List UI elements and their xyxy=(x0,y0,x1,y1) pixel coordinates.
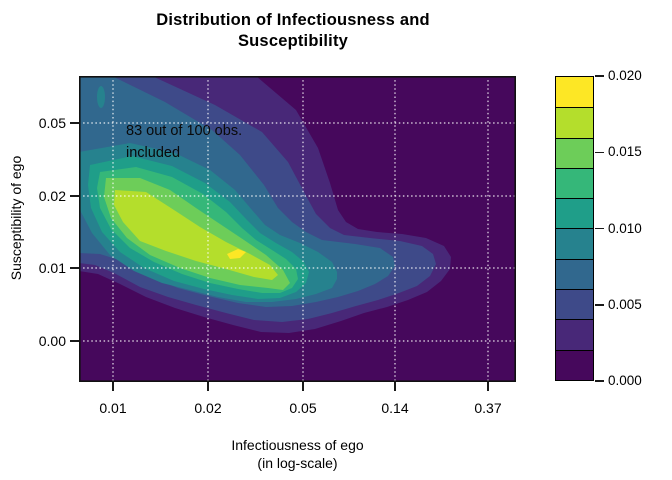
y-tick-label: 0.01 xyxy=(38,260,66,276)
legend-tick-label: 0.010 xyxy=(608,220,642,236)
x-tick-label: 0.37 xyxy=(474,400,502,416)
contour-peak xyxy=(227,249,246,259)
x-tick-mark xyxy=(207,382,209,391)
chart-title: Distribution of Infectiousness and Susce… xyxy=(60,10,526,52)
legend-color-cell xyxy=(556,228,593,259)
x-tick-label: 0.05 xyxy=(289,400,317,416)
x-tick-mark xyxy=(394,382,396,391)
legend-tick-mark xyxy=(595,227,604,230)
y-tick-label: 0.02 xyxy=(38,188,66,204)
legend-tick-label: 0.015 xyxy=(608,144,642,160)
legend-color-cell xyxy=(556,258,593,290)
y-tick-label: 0.00 xyxy=(38,333,66,349)
legend-tick-mark xyxy=(595,304,604,306)
x-tick-mark xyxy=(112,382,114,391)
legend-tick-label: 0.005 xyxy=(608,296,642,312)
legend-tick-mark xyxy=(595,75,604,77)
x-axis-title-line2: (in log-scale) xyxy=(257,454,338,471)
chart-title-line2: Susceptibility xyxy=(237,32,349,50)
legend-tick-label: 0.020 xyxy=(608,68,642,83)
x-tick-label: 0.01 xyxy=(99,400,127,416)
x-tick-label: 0.02 xyxy=(194,400,222,416)
legend-color-cell xyxy=(556,349,593,380)
legend-color-cell xyxy=(556,289,593,320)
legend-tick-mark xyxy=(595,151,604,153)
y-tick-mark xyxy=(70,267,79,269)
y-tick-mark xyxy=(70,122,79,124)
contour-upper-left-spot xyxy=(97,86,105,108)
x-axis-title: Infectiousness of ego (in log-scale) xyxy=(79,437,516,472)
obs-annotation-line1: 83 out of 100 obs. xyxy=(126,123,243,139)
gridlines xyxy=(79,76,516,382)
obs-annotation: 83 out of 100 obs. included xyxy=(126,120,242,164)
obs-annotation-line2: included xyxy=(126,145,181,161)
legend-color-cell xyxy=(556,319,593,350)
x-tick-mark xyxy=(487,382,489,391)
legend-color-cell xyxy=(556,167,593,199)
x-tick-label: 0.14 xyxy=(381,400,409,416)
y-tick-mark xyxy=(70,195,79,197)
y-axis-title: Susceptibility of ego xyxy=(8,155,24,281)
color-legend-bar xyxy=(555,76,594,381)
x-tick-mark xyxy=(302,382,304,391)
contour-plot-area xyxy=(79,76,516,382)
chart-title-line1: Distribution of Infectiousness and xyxy=(156,11,430,29)
plot-border xyxy=(79,76,516,382)
legend-color-cell xyxy=(556,137,593,168)
legend-color-cell xyxy=(556,107,593,138)
legend-tick-mark xyxy=(595,380,604,382)
y-tick-mark xyxy=(70,340,79,342)
legend-color-cell xyxy=(556,198,593,229)
legend-color-cell xyxy=(556,77,593,108)
x-axis-title-line1: Infectiousness of ego xyxy=(231,437,364,453)
legend-tick-label: 0.000 xyxy=(608,373,642,388)
y-tick-label: 0.05 xyxy=(38,115,66,131)
